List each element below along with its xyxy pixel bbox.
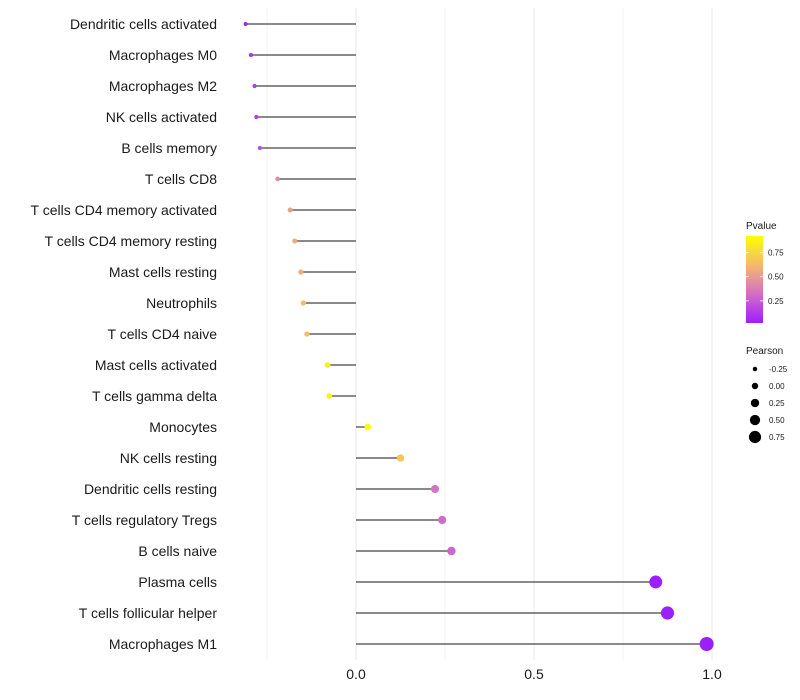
category-label: Neutrophils — [146, 295, 217, 311]
category-label: Macrophages M1 — [109, 636, 217, 652]
pearson-size-key — [750, 398, 760, 408]
category-label: T cells regulatory Tregs — [72, 512, 217, 528]
pearson-size-label: 0.50 — [769, 416, 785, 425]
lollipop-point — [447, 546, 456, 556]
lollipop-point — [248, 52, 254, 58]
lollipop-point — [699, 637, 714, 651]
pearson-size-label: 0.00 — [769, 382, 785, 391]
x-tick-label: 0.5 — [524, 666, 544, 682]
category-label: T cells CD4 memory activated — [31, 202, 217, 218]
pearson-size-label: -0.25 — [769, 365, 788, 374]
category-label: NK cells activated — [106, 109, 217, 125]
pvalue-legend: Pvalue 0.25 0.50 0.75 — [746, 221, 784, 323]
lollipop-point — [275, 176, 281, 182]
pvalue-legend-title: Pvalue — [746, 221, 777, 232]
lollipop-point — [430, 484, 440, 494]
pearson-size-key — [752, 366, 758, 372]
category-label: Dendritic cells activated — [70, 16, 217, 32]
x-tick-label: 1.0 — [702, 666, 722, 682]
category-label: T cells CD4 naive — [108, 326, 218, 342]
lollipop-point — [396, 454, 405, 462]
lollipop-point — [438, 515, 447, 525]
category-labels: Dendritic cells activated Macrophages M0 M… — [31, 16, 218, 652]
category-label: B cells naive — [138, 543, 217, 559]
lollipop-point — [257, 145, 263, 151]
lollipop-point — [364, 423, 372, 431]
lollipop-point — [243, 22, 248, 26]
category-label: Mast cells resting — [109, 264, 217, 280]
stems-layer — [245, 23, 707, 645]
lollipop-point — [326, 393, 333, 399]
lollipop-point — [304, 331, 310, 337]
lollipop-point — [660, 606, 675, 620]
pearson-legend-title: Pearson — [746, 346, 783, 357]
pearson-size-key — [749, 414, 761, 426]
category-label: T cells CD4 memory resting — [45, 233, 217, 249]
pearson-size-key — [751, 382, 759, 390]
lollipop-point — [252, 83, 257, 89]
lollipop-point — [324, 362, 331, 368]
category-label: T cells follicular helper — [79, 605, 218, 621]
pearson-legend: Pearson -0.25 0.00 0.25 0.50 0.75 — [746, 346, 788, 444]
pearson-size-label: 0.25 — [769, 399, 785, 408]
pvalue-tick-label: 0.50 — [768, 273, 784, 282]
pearson-size-key — [748, 430, 762, 444]
category-label: T cells CD8 — [145, 171, 217, 187]
pvalue-tick-label: 0.25 — [768, 297, 784, 306]
lollipop-point — [287, 207, 293, 213]
category-label: Monocytes — [149, 419, 217, 435]
category-label: B cells memory — [121, 140, 217, 156]
pvalue-tick-label: 0.75 — [768, 249, 784, 258]
category-label: T cells gamma delta — [92, 388, 217, 404]
category-label: Mast cells activated — [95, 357, 217, 373]
category-label: NK cells resting — [120, 450, 217, 466]
x-tick-label: 0.0 — [346, 666, 366, 682]
x-axis-tick-labels: 0.0 0.5 1.0 — [346, 666, 722, 682]
lollipop-point — [300, 300, 306, 306]
lollipop-point — [649, 575, 663, 589]
category-label: Macrophages M2 — [109, 78, 217, 94]
lollipop-point — [298, 269, 304, 275]
points-layer — [243, 22, 714, 651]
pearson-size-label: 0.75 — [769, 433, 785, 442]
pvalue-colorbar — [746, 236, 763, 323]
category-label: Dendritic cells resting — [84, 481, 217, 497]
category-label: Plasma cells — [138, 574, 217, 590]
category-label: Macrophages M0 — [109, 47, 217, 63]
lollipop-point — [254, 114, 259, 120]
lollipop-point — [292, 238, 298, 244]
